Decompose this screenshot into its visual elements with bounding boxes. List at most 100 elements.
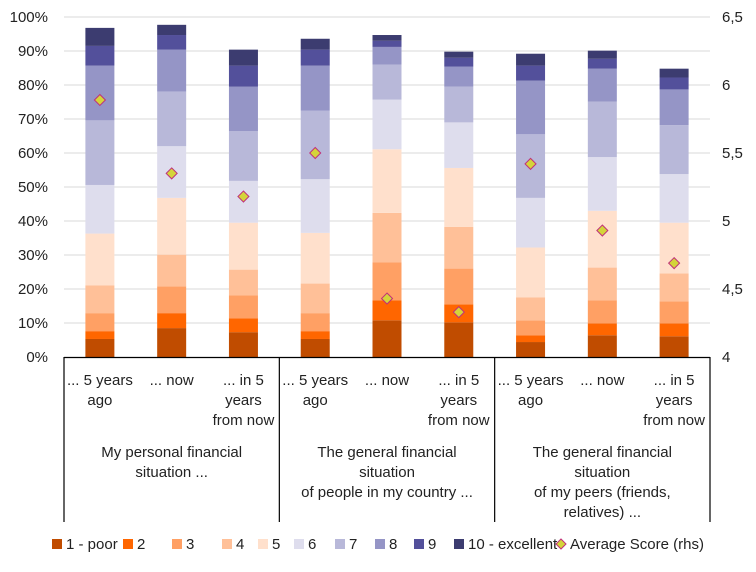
- bar-segment-1-poor: [85, 338, 115, 357]
- bar-segment-10-excellent: [516, 53, 546, 66]
- bar-segment-9: [85, 45, 115, 66]
- category-label: ... now: [365, 372, 409, 389]
- bar-segment-2: [372, 300, 402, 321]
- legend-label: 4: [236, 536, 244, 553]
- group-label: My personal financial situation ...: [101, 444, 242, 481]
- bar-segment-6: [444, 122, 474, 168]
- bar-segment-6: [516, 197, 546, 248]
- bar-segment-7: [587, 101, 617, 158]
- legend-label: 9: [428, 536, 436, 553]
- group-label-line: situation: [574, 464, 630, 481]
- bar-segment-8: [85, 65, 115, 121]
- legend-label: 10 - excellent: [468, 536, 558, 553]
- bar-segment-1-poor: [228, 332, 258, 357]
- bar-segment-4: [228, 269, 258, 296]
- left-axis-tick-label: 50%: [18, 179, 48, 196]
- bar-segment-5: [372, 149, 402, 213]
- category-label-line: ... now: [150, 372, 194, 389]
- bar-segment-2: [300, 331, 330, 339]
- left-axis-tick-label: 70%: [18, 111, 48, 128]
- category-label-line: ... 5 years: [67, 372, 133, 389]
- legend-label: 1 - poor: [66, 536, 118, 553]
- bar-segment-6: [659, 174, 689, 223]
- right-axis-tick-label: 6: [722, 77, 730, 94]
- bar-segment-2: [659, 323, 689, 337]
- left-axis-tick-label: 90%: [18, 43, 48, 60]
- bar-segment-1-poor: [516, 342, 546, 357]
- average-score-marker: [380, 292, 394, 305]
- bar-segment-5: [444, 167, 474, 227]
- legend-swatch: [258, 539, 268, 549]
- category-label-line: from now: [643, 412, 705, 429]
- category-label-line: years: [656, 392, 693, 409]
- bar-segment-9: [516, 65, 546, 81]
- left-axis-tick-label: 20%: [18, 281, 48, 298]
- bar-segment-9: [228, 65, 258, 87]
- bar-segment-4: [444, 226, 474, 269]
- left-axis-tick-label: 60%: [18, 145, 48, 162]
- bar-segment-4: [372, 212, 402, 263]
- group-label-line: My personal financial: [101, 444, 242, 461]
- bar-segment-2: [228, 318, 258, 333]
- bar-segment-6: [372, 99, 402, 150]
- average-score-marker: [165, 167, 178, 180]
- legend-swatch: [123, 539, 133, 549]
- bar-segment-3: [587, 300, 617, 324]
- bar-segment-8: [300, 65, 330, 111]
- right-axis-tick-label: 4: [722, 349, 730, 366]
- legend-label: 2: [137, 536, 145, 553]
- left-axis-tick-label: 30%: [18, 247, 48, 264]
- left-axis-tick-label: 80%: [18, 77, 48, 94]
- category-label-line: ... 5 years: [282, 372, 348, 389]
- bar-segment-10-excellent: [372, 35, 402, 41]
- bar-segment-6: [300, 179, 330, 233]
- legend-swatch: [375, 539, 385, 549]
- bar-segment-5: [300, 232, 330, 284]
- category-label-line: ... now: [580, 372, 624, 389]
- bar-segment-1-poor: [157, 328, 187, 357]
- category-label-line: ... 5 years: [498, 372, 564, 389]
- legend-swatch: [454, 539, 464, 549]
- bar-segment-7: [659, 125, 689, 175]
- category-label-line: years: [440, 392, 477, 409]
- category-label: ... now: [150, 372, 194, 389]
- legend-swatch: [335, 539, 345, 549]
- bar-segment-7: [85, 120, 115, 185]
- bar-segment-8: [516, 80, 546, 135]
- category-label: ... 5 years ago: [498, 372, 564, 409]
- legend-label: Average Score (rhs): [570, 536, 704, 553]
- bar-segment-4: [300, 283, 330, 314]
- group-label-line: of my peers (friends,: [534, 484, 671, 501]
- bar-segment-9: [300, 49, 330, 66]
- bar-segment-10-excellent: [659, 68, 689, 78]
- bar-segment-1-poor: [587, 335, 617, 357]
- legend-swatch: [414, 539, 424, 549]
- category-label-line: ... in 5: [438, 372, 479, 389]
- category-label-line: from now: [213, 412, 275, 429]
- bar-segment-7: [300, 110, 330, 180]
- bar-segment-7: [228, 131, 258, 181]
- legend-swatch: [222, 539, 232, 549]
- legend-swatch: [294, 539, 304, 549]
- bar-segment-6: [85, 184, 115, 234]
- left-axis-tick-label: 10%: [18, 315, 48, 332]
- category-label-line: years: [225, 392, 262, 409]
- average-score-marker: [524, 157, 537, 171]
- left-axis-tick-label: 0%: [26, 349, 48, 366]
- category-label-line: ... in 5: [223, 372, 264, 389]
- category-label: ... 5 years ago: [282, 372, 348, 409]
- bar-segment-3: [300, 313, 330, 332]
- average-score-marker: [596, 224, 609, 237]
- legend-swatch: [172, 539, 182, 549]
- bar-segment-2: [516, 335, 546, 343]
- group-label-line: The general financial: [317, 444, 456, 461]
- bar-segment-5: [85, 233, 115, 286]
- category-label: ... in 5 years from now: [428, 372, 490, 429]
- bar-segment-4: [85, 285, 115, 314]
- bar-segment-4: [587, 267, 617, 301]
- legend-label: 3: [186, 536, 194, 553]
- bar-segment-1-poor: [300, 338, 330, 357]
- average-score-marker: [667, 256, 681, 270]
- bar-segment-4: [157, 254, 187, 287]
- right-axis-tick-label: 6,5: [722, 9, 743, 26]
